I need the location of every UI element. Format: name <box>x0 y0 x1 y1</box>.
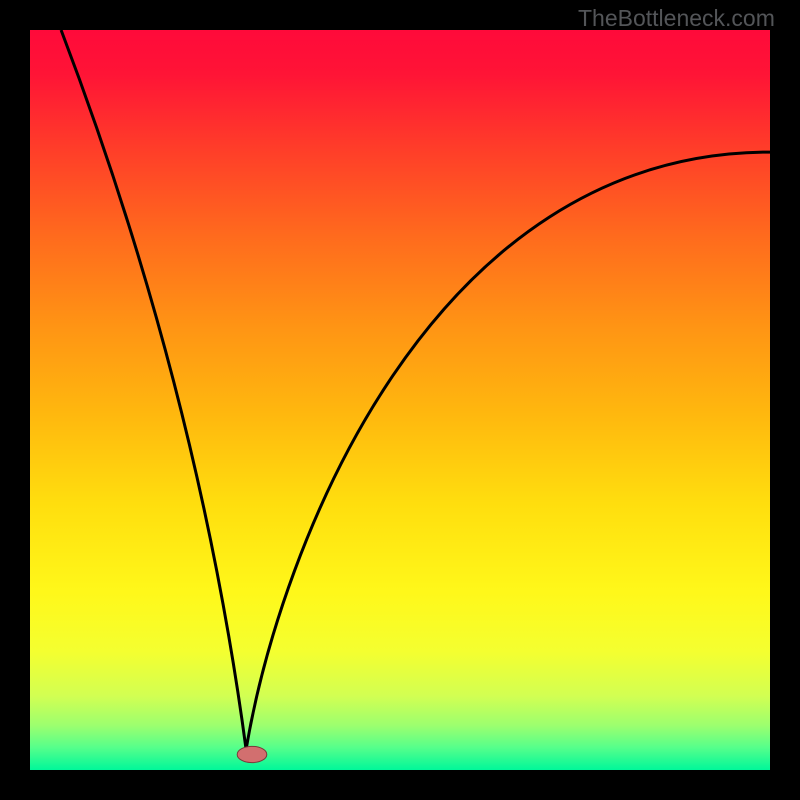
watermark-text: TheBottleneck.com <box>578 5 775 32</box>
plot-area <box>30 30 770 770</box>
outer-frame: TheBottleneck.com <box>0 0 800 800</box>
bottleneck-curve <box>61 30 770 749</box>
curve-layer <box>30 30 770 770</box>
minimum-marker <box>237 746 267 762</box>
